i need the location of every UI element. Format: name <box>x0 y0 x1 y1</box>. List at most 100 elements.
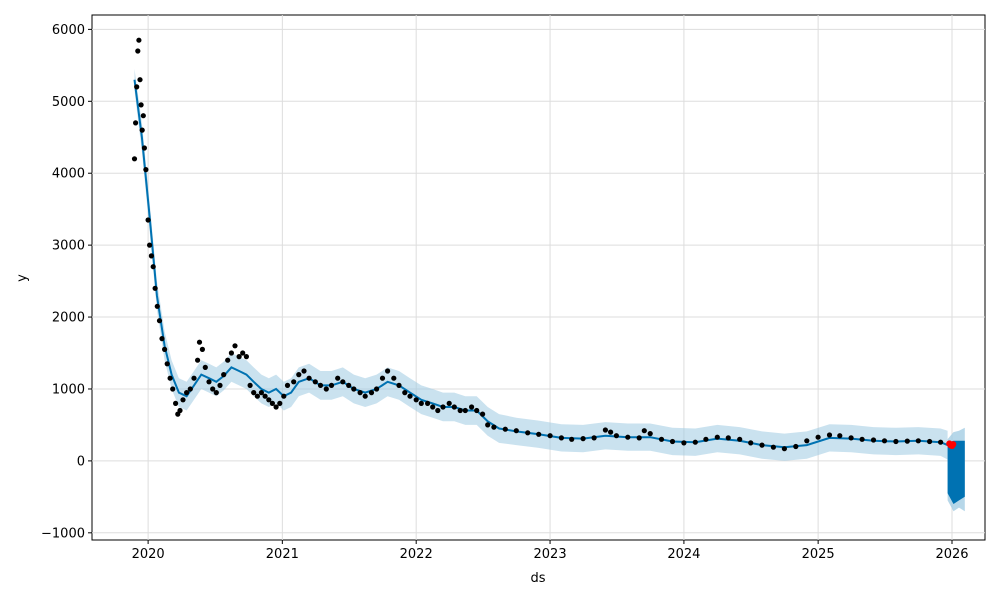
observed-point <box>491 424 497 430</box>
x-axis-label: ds <box>530 571 545 586</box>
observed-point <box>351 386 357 392</box>
observed-point <box>346 382 352 388</box>
observed-point <box>236 354 242 360</box>
observed-point <box>187 386 193 392</box>
forecast-line <box>133 79 948 449</box>
observed-point <box>162 346 168 352</box>
observed-point <box>240 350 246 356</box>
observed-point <box>184 390 190 396</box>
observed-point <box>413 397 419 403</box>
observed-point <box>881 438 888 444</box>
observed-point <box>202 364 208 370</box>
observed-point <box>480 411 486 417</box>
observed-point <box>269 400 275 406</box>
observed-point <box>547 433 553 439</box>
observed-point <box>141 145 147 151</box>
observed-point <box>714 434 720 440</box>
observed-point <box>266 397 272 403</box>
observed-point <box>391 375 397 381</box>
observed-point <box>262 393 268 399</box>
tick-layer: 2020 2021 2022 2023 2024 2025 2026 −1000 0 1000 20… <box>41 23 969 562</box>
observed-point <box>781 446 788 452</box>
observed-point <box>625 434 631 440</box>
observed-point <box>148 253 154 259</box>
observed-point <box>374 386 380 392</box>
observed-point <box>273 404 279 410</box>
observed-points-layer <box>131 37 944 452</box>
observed-point <box>681 440 687 446</box>
observed-point <box>525 430 531 436</box>
observed-point <box>291 379 297 385</box>
x-tick-label: 2026 <box>935 547 968 562</box>
observed-point <box>669 438 676 445</box>
observed-point <box>558 435 565 441</box>
observed-point <box>636 435 642 441</box>
observed-point <box>536 431 542 437</box>
observed-point <box>770 444 777 450</box>
y-tick-label: 4000 <box>52 167 85 182</box>
observed-point <box>435 407 441 414</box>
observed-point <box>357 390 363 396</box>
observed-point <box>362 393 368 399</box>
y-tick-label: 3000 <box>52 239 85 254</box>
observed-point <box>591 435 597 441</box>
observed-point <box>815 434 821 440</box>
observed-point <box>893 438 899 445</box>
observed-point <box>177 407 183 414</box>
observed-point <box>225 357 231 363</box>
observed-point <box>228 350 234 356</box>
observed-point <box>258 390 264 396</box>
observed-point <box>221 372 227 378</box>
observed-point <box>402 390 408 396</box>
observed-point <box>134 84 140 90</box>
y-tick-label: 5000 <box>52 95 85 110</box>
observed-point <box>927 438 933 445</box>
observed-point <box>306 375 312 381</box>
observed-point <box>418 400 424 406</box>
y-tick-label: −1000 <box>41 526 85 541</box>
observed-point <box>457 407 463 414</box>
observed-point <box>793 443 799 450</box>
observed-point <box>145 217 151 223</box>
observed-point <box>196 339 203 345</box>
observed-point <box>485 422 491 428</box>
observed-point <box>254 393 260 399</box>
observed-point <box>502 426 508 432</box>
observed-point <box>136 37 142 43</box>
observed-point <box>915 438 921 444</box>
observed-point <box>848 435 854 441</box>
observed-point <box>379 375 386 381</box>
observed-point <box>191 375 197 381</box>
observed-point <box>737 436 743 442</box>
observed-point <box>199 346 205 352</box>
observed-point <box>396 382 402 388</box>
observed-point <box>312 379 318 385</box>
observed-point <box>138 102 144 108</box>
observed-point <box>137 77 143 83</box>
x-tick-label: 2022 <box>400 547 433 562</box>
observed-point <box>613 433 620 439</box>
observed-point <box>150 264 156 270</box>
observed-point <box>217 382 223 388</box>
observed-point <box>469 404 475 410</box>
observed-point <box>159 336 165 342</box>
observed-point <box>133 120 139 126</box>
observed-point <box>167 375 173 381</box>
observed-point <box>748 440 754 446</box>
observed-point <box>170 386 176 392</box>
observed-point <box>135 48 141 54</box>
observed-point <box>462 407 468 414</box>
observed-point <box>647 431 653 437</box>
x-tick-label: 2021 <box>266 547 299 562</box>
observed-point <box>904 438 910 444</box>
y-tick-label: 0 <box>77 454 85 469</box>
observed-point <box>328 382 335 388</box>
observed-point <box>440 404 446 410</box>
observed-point <box>446 400 452 406</box>
y-tick-label: 6000 <box>52 23 85 38</box>
observed-point <box>154 303 160 309</box>
observed-point <box>147 242 153 248</box>
observed-point <box>139 127 145 133</box>
recent-point <box>949 441 957 448</box>
